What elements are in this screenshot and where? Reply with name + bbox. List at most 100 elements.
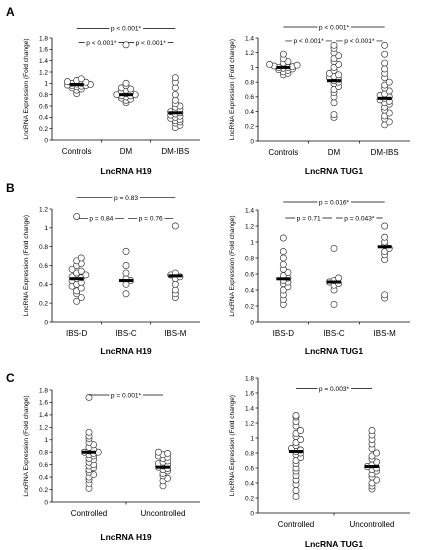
median-bar bbox=[377, 245, 392, 249]
median-bar bbox=[156, 465, 170, 469]
data-point bbox=[122, 79, 130, 87]
x-axis-label: LncRNA TUG1 bbox=[305, 539, 364, 549]
y-tick-label: 0.4 bbox=[39, 474, 48, 481]
panel-letter-a: A bbox=[6, 5, 15, 19]
y-tick-label: 1.6 bbox=[39, 400, 48, 407]
data-point bbox=[284, 268, 292, 276]
y-tick-label: 0.4 bbox=[245, 287, 254, 294]
data-point bbox=[77, 254, 85, 262]
p-value-background bbox=[109, 391, 144, 400]
p-value-background bbox=[112, 194, 140, 203]
chart-4: 0 0.2 0.4 0.6 0.8 1 1.2 1.4 LncRNA Expression (F… bbox=[229, 198, 410, 356]
y-tick-label: 1 bbox=[44, 225, 48, 232]
data-point bbox=[368, 427, 376, 434]
data-point bbox=[122, 262, 130, 269]
y-tick-label: 0.8 bbox=[39, 450, 48, 457]
data-point bbox=[171, 91, 179, 99]
data-point bbox=[122, 247, 130, 255]
data-point bbox=[122, 269, 130, 277]
p-value-label: p = 0.003* bbox=[319, 386, 350, 393]
data-point bbox=[154, 448, 162, 456]
data-point bbox=[381, 291, 389, 299]
x-axis-label: LncRNA TUG1 bbox=[305, 346, 364, 356]
median-bar bbox=[327, 79, 341, 83]
data-point bbox=[330, 300, 338, 308]
data-point bbox=[330, 111, 338, 118]
y-axis-label: LncRNA Expression (Fold change) bbox=[23, 215, 30, 316]
data-point bbox=[292, 487, 300, 494]
data-point bbox=[127, 85, 135, 93]
category-label: Uncontrolled bbox=[141, 509, 186, 518]
y-tick-label: 0.2 bbox=[245, 303, 254, 310]
chart-6: 0 0.2 0.4 0.6 0.8 1 1.2 1.4 1.6 1.8 LncRNA Express… bbox=[229, 375, 410, 549]
y-tick-label: 0 bbox=[250, 510, 254, 517]
category-label: Uncontrolled bbox=[350, 520, 395, 529]
median-bar bbox=[119, 279, 133, 283]
y-tick-label: 1 bbox=[44, 437, 48, 444]
p-value-background bbox=[342, 37, 377, 46]
p-value-label: p = 0.83 bbox=[114, 195, 138, 202]
p-value-background bbox=[87, 215, 116, 224]
y-tick-label: 0.8 bbox=[39, 244, 48, 251]
y-tick-label: 1.4 bbox=[245, 35, 254, 42]
y-tick-label: 0 bbox=[44, 499, 48, 506]
p-value-label: p = 0.016* bbox=[319, 199, 350, 206]
y-tick-label: 0.2 bbox=[245, 495, 254, 502]
median-bar bbox=[327, 280, 341, 284]
data-point bbox=[381, 50, 389, 58]
data-point bbox=[171, 96, 179, 104]
data-point bbox=[164, 450, 172, 457]
data-point bbox=[292, 412, 300, 419]
median-bar bbox=[119, 93, 133, 97]
category-label: Controlled bbox=[278, 520, 314, 529]
y-tick-label: 1.6 bbox=[245, 390, 254, 397]
y-tick-label: 0 bbox=[44, 137, 48, 144]
data-point bbox=[82, 78, 90, 86]
data-point bbox=[279, 248, 287, 256]
y-tick-label: 0.2 bbox=[39, 487, 48, 494]
p-value-background bbox=[317, 198, 352, 207]
p-value-label: p < 0.001* bbox=[319, 24, 350, 31]
category-label: DM-IBS bbox=[161, 147, 189, 156]
category-label: Controls bbox=[268, 148, 298, 157]
y-tick-label: 1.8 bbox=[245, 375, 254, 382]
data-point bbox=[77, 75, 85, 83]
data-point bbox=[335, 71, 343, 79]
y-axis-label: LncRNA Expression (Fold change) bbox=[229, 215, 236, 316]
data-point bbox=[122, 41, 130, 49]
p-value-background bbox=[292, 37, 326, 46]
y-tick-label: 1.2 bbox=[245, 420, 254, 427]
p-value-label: p = 0.001* bbox=[111, 392, 142, 399]
panel-letter-c: C bbox=[6, 371, 15, 385]
median-bar bbox=[82, 450, 96, 454]
p-value-background bbox=[84, 39, 119, 48]
y-tick-label: 0.4 bbox=[245, 480, 254, 487]
y-tick-label: 0.4 bbox=[39, 115, 48, 122]
category-label: IBS-D bbox=[273, 329, 295, 338]
data-point bbox=[171, 222, 179, 230]
data-point bbox=[77, 294, 85, 301]
y-axis-label: LncRNA Expression (Fold change) bbox=[23, 395, 30, 496]
data-point bbox=[171, 84, 179, 92]
data-point bbox=[330, 99, 338, 107]
y-tick-label: 0 bbox=[250, 319, 254, 326]
category-label: IBS-M bbox=[164, 329, 187, 338]
y-tick-label: 0.6 bbox=[245, 271, 254, 278]
y-tick-label: 0.6 bbox=[39, 103, 48, 110]
p-value-label: p < 0.001* bbox=[294, 38, 325, 45]
data-point bbox=[171, 286, 179, 294]
data-point bbox=[85, 394, 93, 401]
y-tick-label: 0 bbox=[44, 319, 48, 326]
median-bar bbox=[276, 65, 291, 69]
category-label: IBS-C bbox=[323, 329, 345, 338]
data-point bbox=[82, 271, 90, 279]
data-point bbox=[293, 61, 301, 69]
y-tick-label: 0.2 bbox=[245, 124, 254, 131]
y-tick-label: 1 bbox=[250, 65, 254, 72]
data-point bbox=[330, 244, 338, 252]
y-tick-label: 0.4 bbox=[39, 282, 48, 289]
y-tick-label: 0.2 bbox=[39, 300, 48, 307]
x-axis-label: LncRNA TUG1 bbox=[305, 166, 364, 176]
p-value-label: p = 0.76 bbox=[139, 216, 163, 223]
data-point bbox=[73, 213, 81, 220]
